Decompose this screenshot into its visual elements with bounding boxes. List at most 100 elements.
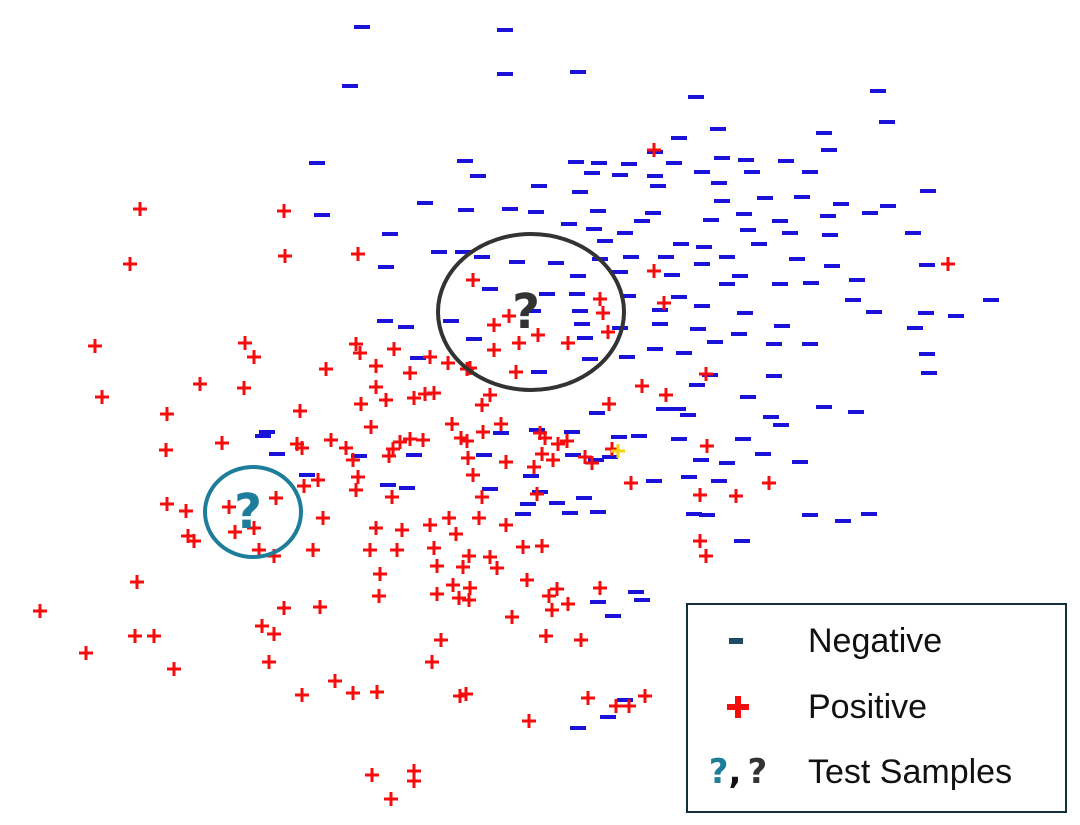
negative-point xyxy=(399,486,415,490)
negative-point xyxy=(772,282,788,286)
positive-point xyxy=(290,437,304,451)
positive-point xyxy=(430,559,444,573)
positive-point xyxy=(462,593,476,607)
negative-point xyxy=(497,28,513,32)
negative-point xyxy=(694,304,710,308)
positive-point xyxy=(449,527,463,541)
negative-point xyxy=(531,184,547,188)
negative-point xyxy=(907,326,923,330)
positive-point xyxy=(538,431,552,445)
negative-point xyxy=(602,455,618,459)
positive-point xyxy=(461,451,475,465)
positive-point xyxy=(622,699,636,713)
negative-point xyxy=(457,159,473,163)
negative-point xyxy=(532,490,548,494)
negative-point xyxy=(523,474,539,478)
negative-point xyxy=(588,458,604,462)
negative-point xyxy=(398,325,414,329)
negative-point xyxy=(631,434,647,438)
negative-point xyxy=(476,453,492,457)
legend: Negative Positive ?,? Test Samples xyxy=(686,603,1067,813)
positive-point xyxy=(363,543,377,557)
positive-point xyxy=(293,404,307,418)
negative-point xyxy=(299,473,315,477)
negative-point xyxy=(732,274,748,278)
positive-point xyxy=(466,273,480,287)
negative-point xyxy=(879,120,895,124)
positive-point xyxy=(247,521,261,535)
negative-point xyxy=(623,255,639,259)
negative-point xyxy=(673,242,689,246)
negative-point xyxy=(821,148,837,152)
positive-point xyxy=(624,476,638,490)
negative-point xyxy=(600,715,616,719)
positive-point xyxy=(530,487,544,501)
positive-point xyxy=(387,342,401,356)
positive-point xyxy=(550,582,564,596)
negative-point xyxy=(773,423,789,427)
positive-point xyxy=(527,460,541,474)
positive-point xyxy=(187,534,201,548)
positive-point xyxy=(454,431,468,445)
negative-point xyxy=(710,127,726,131)
positive-point xyxy=(353,346,367,360)
positive-point xyxy=(561,336,575,350)
positive-point xyxy=(425,655,439,669)
negative-point xyxy=(694,170,710,174)
negative-point xyxy=(731,332,747,336)
negative-point xyxy=(354,25,370,29)
positive-point xyxy=(423,350,437,364)
negative-point xyxy=(628,590,644,594)
negative-point xyxy=(802,513,818,517)
highlight-points xyxy=(611,444,625,458)
test-marker-icons: ?,? xyxy=(702,742,774,802)
negative-point xyxy=(591,161,607,165)
positive-point xyxy=(416,433,430,447)
negative-point xyxy=(816,131,832,135)
negative-point xyxy=(664,273,680,277)
negative-point xyxy=(711,181,727,185)
negative-point xyxy=(983,298,999,302)
negative-point xyxy=(782,231,798,235)
positive-point xyxy=(699,367,713,381)
negative-point xyxy=(617,231,633,235)
negative-point xyxy=(528,210,544,214)
negative-point xyxy=(482,487,498,491)
positive-point xyxy=(339,441,353,455)
positive-point xyxy=(222,500,236,514)
legend-row-negative: Negative xyxy=(688,611,1065,671)
negative-point xyxy=(572,190,588,194)
negative-point xyxy=(845,298,861,302)
negative-point xyxy=(617,698,633,702)
negative-point xyxy=(658,255,674,259)
positive-point xyxy=(561,597,575,611)
negative-point xyxy=(650,184,666,188)
negative-point xyxy=(866,310,882,314)
negative-marker-shape xyxy=(729,638,743,644)
negative-point xyxy=(835,519,851,523)
negative-point xyxy=(772,219,788,223)
positive-point xyxy=(297,479,311,493)
positive-point xyxy=(475,398,489,412)
negative-point xyxy=(562,511,578,515)
positive-point xyxy=(384,792,398,806)
positive-point xyxy=(647,264,661,278)
positive-point xyxy=(193,377,207,391)
positive-point xyxy=(390,543,404,557)
positive-point xyxy=(427,541,441,555)
positive-point xyxy=(313,600,327,614)
positive-point xyxy=(393,435,407,449)
positive-point xyxy=(319,362,333,376)
positive-point xyxy=(351,470,365,484)
negative-point xyxy=(666,161,682,165)
negative-point xyxy=(918,311,934,315)
negative-point xyxy=(656,407,672,411)
positive-point xyxy=(252,543,266,557)
positive-point xyxy=(535,447,549,461)
positive-point xyxy=(370,685,384,699)
negative-point xyxy=(751,242,767,246)
positive-point xyxy=(535,539,549,553)
negative-point xyxy=(590,209,606,213)
positive-point xyxy=(551,437,565,451)
negative-point xyxy=(269,452,285,456)
